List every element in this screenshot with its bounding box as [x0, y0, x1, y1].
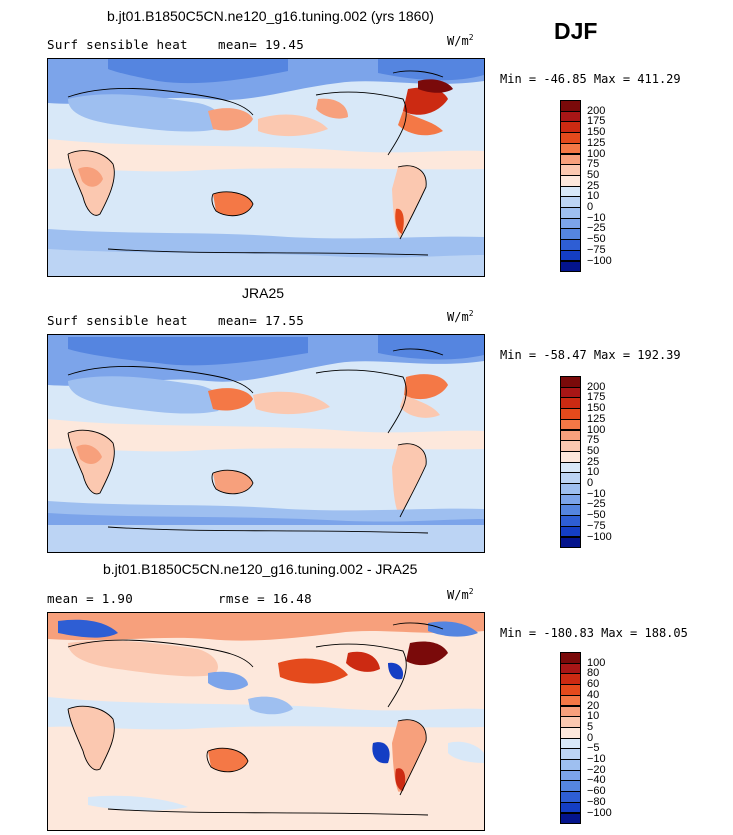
legend-tick-label: 75: [587, 434, 600, 447]
legend-tick-label: −40: [587, 774, 606, 787]
panel-1-field-label: Surf sensible heat: [47, 37, 188, 52]
legend-tick-label: −5: [587, 742, 600, 755]
legend-tick-label: −10: [587, 487, 606, 500]
legend-tick-label: 100: [587, 423, 606, 436]
legend-tick-label: −25: [587, 498, 606, 511]
panel-3-map-svg: [48, 613, 484, 830]
legend-swatch: [560, 536, 581, 549]
panel-1-mean: mean= 19.45: [218, 37, 305, 52]
panel-1-minmax: Min = -46.85 Max = 411.29: [500, 72, 681, 86]
legend-tick-label: 10: [587, 466, 600, 479]
panel-3-minmax: Min = -180.83 Max = 188.05: [500, 626, 688, 640]
panel-2-mean: mean= 17.55: [218, 313, 305, 328]
legend-tick-label: −25: [587, 222, 606, 235]
legend-tick-label: 50: [587, 168, 600, 181]
legend-tick-label: −50: [587, 509, 606, 522]
legend-tick-label: −100: [587, 806, 612, 819]
panel-2-units: W/m2: [447, 309, 474, 324]
panel-3-units: W/m2: [447, 587, 474, 602]
legend-swatch: [560, 812, 581, 825]
legend-tick-label: −20: [587, 763, 606, 776]
legend-tick-label: 175: [587, 115, 606, 128]
legend-tick-label: 5: [587, 720, 594, 733]
legend-tick-label: −50: [587, 233, 606, 246]
legend-tick-label: −10: [587, 753, 606, 765]
legend-tick-label: 100: [587, 656, 606, 669]
legend-tick-label: −80: [587, 795, 606, 808]
legend-tick-label: −75: [587, 243, 606, 256]
panel-1-map: [47, 58, 485, 277]
legend-tick-label: 125: [587, 136, 606, 149]
panel-2-map: [47, 334, 485, 553]
legend-tick-label: 100: [587, 147, 606, 160]
legend-tick-label: 50: [587, 444, 600, 457]
legend-tick-label: 25: [587, 179, 600, 192]
legend-tick-label: 25: [587, 455, 600, 468]
panel-3-title: b.jt01.B1850C5CN.ne120_g16.tuning.002 - …: [103, 561, 418, 577]
panel-1-title: b.jt01.B1850C5CN.ne120_g16.tuning.002 (y…: [107, 8, 434, 24]
legend-tick-label: −100: [587, 254, 612, 267]
legend-tick-label: 0: [587, 477, 594, 489]
panel-3-mean: mean = 1.90: [47, 591, 134, 606]
panel-2-title: JRA25: [242, 285, 285, 301]
legend-tick-label: 20: [587, 699, 600, 712]
legend-tick-label: −60: [587, 785, 606, 798]
panel-3-map: [47, 612, 485, 831]
legend-tick-label: 0: [587, 731, 594, 744]
legend-tick-label: 80: [587, 667, 600, 680]
panel-1-map-svg: [48, 59, 484, 276]
legend-tick-label: 10: [587, 710, 600, 723]
legend-tick-label: 0: [587, 201, 594, 213]
legend-tick-label: 175: [587, 391, 606, 404]
legend-tick-label: 10: [587, 190, 600, 203]
legend-tick-label: 75: [587, 158, 600, 171]
season-label: DJF: [554, 18, 598, 44]
panel-2-minmax: Min = -58.47 Max = 192.39: [500, 348, 681, 362]
legend-tick-label: −75: [587, 519, 606, 532]
legend-tick-label: 150: [587, 402, 606, 415]
legend-tick-label: −100: [587, 530, 612, 543]
panel-1-units: W/m2: [447, 33, 474, 48]
legend-tick-label: 60: [587, 678, 600, 691]
legend-tick-label: −10: [587, 211, 606, 224]
panel-2-field-label: Surf sensible heat: [47, 313, 188, 328]
legend-tick-label: 150: [587, 126, 606, 139]
legend-tick-label: 200: [587, 380, 606, 393]
panel-2-map-svg: [48, 335, 484, 552]
legend-tick-label: 40: [587, 688, 600, 701]
legend-tick-label: 200: [587, 104, 606, 117]
legend-swatch: [560, 260, 581, 273]
panel-3-rmse: rmse = 16.48: [218, 591, 312, 606]
legend-tick-label: 125: [587, 412, 606, 425]
